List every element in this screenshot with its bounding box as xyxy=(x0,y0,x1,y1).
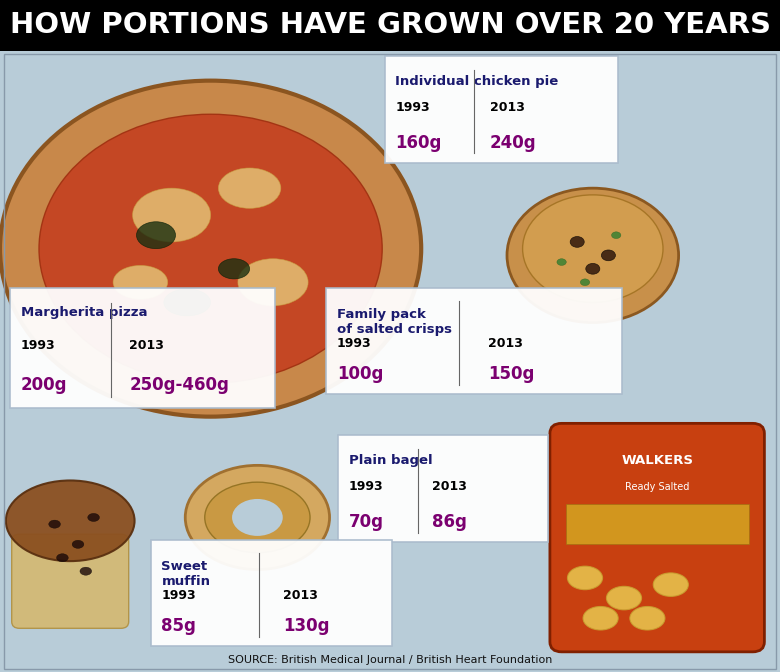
Text: 2013: 2013 xyxy=(283,589,317,601)
Ellipse shape xyxy=(601,250,615,261)
Text: 1993: 1993 xyxy=(349,480,383,493)
FancyBboxPatch shape xyxy=(10,288,275,408)
Ellipse shape xyxy=(186,466,330,570)
Ellipse shape xyxy=(56,554,69,562)
Text: 2013: 2013 xyxy=(129,339,164,352)
Ellipse shape xyxy=(612,232,621,239)
Text: 240g: 240g xyxy=(490,134,537,151)
Bar xyxy=(0,0,780,51)
Text: SOURCE: British Medical Journal / British Heart Foundation: SOURCE: British Medical Journal / Britis… xyxy=(228,655,552,665)
FancyBboxPatch shape xyxy=(326,288,622,394)
Text: 160g: 160g xyxy=(395,134,441,151)
Ellipse shape xyxy=(507,188,679,323)
Text: 2013: 2013 xyxy=(490,101,524,114)
Text: 2013: 2013 xyxy=(432,480,467,493)
FancyBboxPatch shape xyxy=(12,534,129,628)
Text: 2013: 2013 xyxy=(488,337,523,349)
Text: Family pack
of salted crisps: Family pack of salted crisps xyxy=(337,308,452,336)
Ellipse shape xyxy=(80,567,92,575)
Ellipse shape xyxy=(0,81,421,417)
Text: 1993: 1993 xyxy=(161,589,196,601)
FancyBboxPatch shape xyxy=(151,540,392,646)
Ellipse shape xyxy=(654,573,688,597)
Text: WALKERS: WALKERS xyxy=(621,454,693,467)
Text: HOW PORTIONS HAVE GROWN OVER 20 YEARS: HOW PORTIONS HAVE GROWN OVER 20 YEARS xyxy=(9,11,771,39)
Text: 86g: 86g xyxy=(432,513,467,531)
Text: 250g-460g: 250g-460g xyxy=(129,376,229,394)
Ellipse shape xyxy=(136,222,176,249)
Ellipse shape xyxy=(49,520,61,528)
Text: 130g: 130g xyxy=(283,618,329,635)
Text: 100g: 100g xyxy=(337,366,383,383)
Text: 1993: 1993 xyxy=(21,339,55,352)
FancyBboxPatch shape xyxy=(338,435,548,542)
Text: 70g: 70g xyxy=(349,513,384,531)
Ellipse shape xyxy=(607,586,641,610)
Text: 150g: 150g xyxy=(488,366,535,383)
Ellipse shape xyxy=(218,168,281,208)
Text: Plain bagel: Plain bagel xyxy=(349,454,432,467)
Ellipse shape xyxy=(580,279,590,286)
Ellipse shape xyxy=(557,259,566,265)
Ellipse shape xyxy=(113,265,168,299)
Text: Sweet
muffin: Sweet muffin xyxy=(161,560,211,588)
FancyBboxPatch shape xyxy=(550,423,764,652)
Text: 1993: 1993 xyxy=(395,101,430,114)
Ellipse shape xyxy=(73,540,84,548)
Text: Margherita pizza: Margherita pizza xyxy=(21,306,147,319)
Text: 200g: 200g xyxy=(21,376,68,394)
Ellipse shape xyxy=(523,195,663,302)
Text: Ready Salted: Ready Salted xyxy=(625,482,690,492)
Ellipse shape xyxy=(204,482,310,552)
FancyBboxPatch shape xyxy=(385,56,618,163)
Ellipse shape xyxy=(133,188,211,242)
Ellipse shape xyxy=(218,259,250,279)
Ellipse shape xyxy=(232,499,283,536)
Text: 85g: 85g xyxy=(161,618,197,635)
Ellipse shape xyxy=(164,289,211,316)
Ellipse shape xyxy=(39,114,382,383)
Ellipse shape xyxy=(630,606,665,630)
Ellipse shape xyxy=(583,606,618,630)
Text: Individual chicken pie: Individual chicken pie xyxy=(395,75,558,87)
Text: 1993: 1993 xyxy=(337,337,371,349)
Ellipse shape xyxy=(568,566,602,590)
Ellipse shape xyxy=(586,263,600,274)
Ellipse shape xyxy=(238,259,308,306)
Ellipse shape xyxy=(5,480,135,561)
FancyBboxPatch shape xyxy=(566,504,749,544)
Ellipse shape xyxy=(570,237,584,247)
Ellipse shape xyxy=(87,513,99,521)
